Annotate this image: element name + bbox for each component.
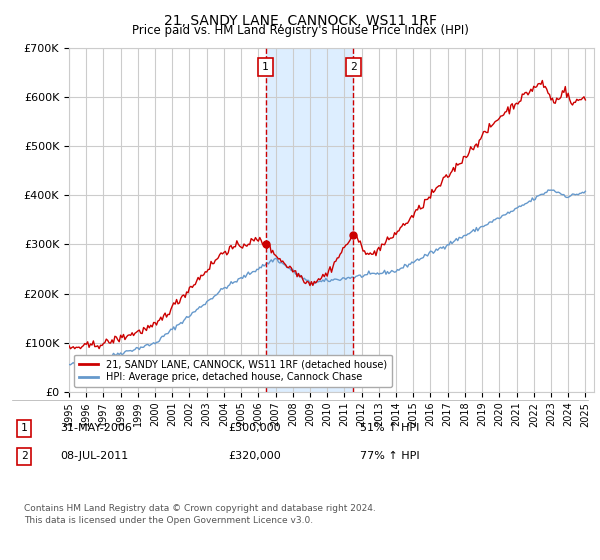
Text: Contains HM Land Registry data © Crown copyright and database right 2024.
This d: Contains HM Land Registry data © Crown c…: [24, 504, 376, 525]
Legend: 21, SANDY LANE, CANNOCK, WS11 1RF (detached house), HPI: Average price, detached: 21, SANDY LANE, CANNOCK, WS11 1RF (detac…: [74, 354, 392, 387]
Text: 2: 2: [20, 451, 28, 461]
Text: 1: 1: [262, 62, 269, 72]
Text: 31-MAY-2006: 31-MAY-2006: [60, 423, 132, 433]
Text: 2: 2: [350, 62, 357, 72]
Text: £300,000: £300,000: [228, 423, 281, 433]
Text: 21, SANDY LANE, CANNOCK, WS11 1RF: 21, SANDY LANE, CANNOCK, WS11 1RF: [163, 14, 437, 28]
Text: Price paid vs. HM Land Registry's House Price Index (HPI): Price paid vs. HM Land Registry's House …: [131, 24, 469, 37]
Text: 08-JUL-2011: 08-JUL-2011: [60, 451, 128, 461]
Text: 1: 1: [20, 423, 28, 433]
Bar: [266, 48, 353, 392]
Text: 77% ↑ HPI: 77% ↑ HPI: [360, 451, 419, 461]
Text: 51% ↑ HPI: 51% ↑ HPI: [360, 423, 419, 433]
Text: £320,000: £320,000: [228, 451, 281, 461]
